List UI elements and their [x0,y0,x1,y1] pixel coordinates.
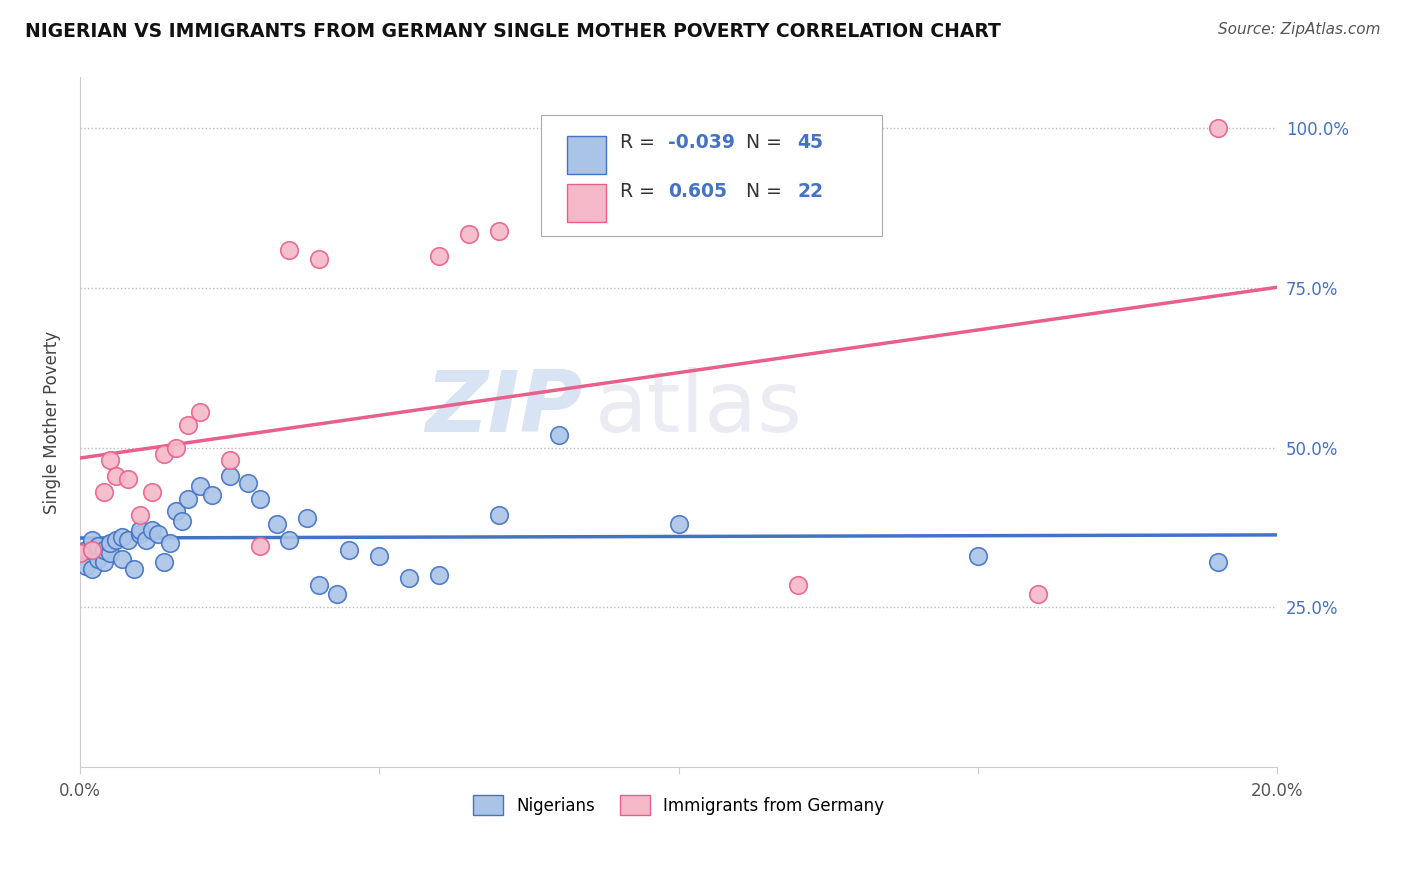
Point [488,223,510,237]
Point [69,546,91,560]
Point [87,540,110,554]
Text: 22: 22 [797,182,824,201]
Point [326,587,349,601]
Point [117,472,139,486]
Text: N =: N = [745,182,787,201]
Point [75,558,97,573]
Point [1026,587,1049,601]
Point [337,542,360,557]
Text: atlas: atlas [595,367,803,450]
Point [188,479,211,493]
Text: NIGERIAN VS IMMIGRANTS FROM GERMANY SINGLE MOTHER POVERTY CORRELATION CHART: NIGERIAN VS IMMIGRANTS FROM GERMANY SING… [25,22,1001,41]
Point [111,530,134,544]
Point [218,469,240,483]
Point [104,533,127,547]
Point [278,243,301,257]
Text: 45: 45 [797,134,824,153]
Point [80,542,103,557]
Y-axis label: Single Mother Poverty: Single Mother Poverty [44,330,60,514]
Point [967,549,990,563]
Point [176,418,198,433]
Text: -0.039: -0.039 [668,134,735,153]
Point [122,562,145,576]
Text: R =: R = [620,182,661,201]
Point [249,540,271,554]
Point [69,546,91,560]
Point [548,427,571,442]
Point [117,533,139,547]
Text: N =: N = [745,134,787,153]
Point [152,555,174,569]
Point [218,453,240,467]
Point [80,533,103,547]
Point [427,568,450,582]
Point [128,526,150,541]
Point [308,578,330,592]
Point [128,524,150,538]
Point [165,441,187,455]
Point [176,491,198,506]
Point [249,491,271,506]
Point [146,526,169,541]
Point [398,571,420,585]
Point [308,252,330,267]
Text: R =: R = [620,134,661,153]
Point [93,555,115,569]
Point [170,514,193,528]
Point [93,485,115,500]
Point [159,536,181,550]
FancyBboxPatch shape [541,115,883,236]
Point [368,549,391,563]
Point [297,510,319,524]
Legend: Nigerians, Immigrants from Germany: Nigerians, Immigrants from Germany [464,787,893,823]
Point [75,542,97,557]
Point [135,533,157,547]
FancyBboxPatch shape [567,185,606,222]
Point [80,562,103,576]
Point [98,536,121,550]
Point [98,546,121,560]
Point [236,475,259,490]
Point [188,405,211,419]
Point [98,453,121,467]
Point [87,552,110,566]
Point [104,469,127,483]
FancyBboxPatch shape [567,136,606,174]
Point [458,227,481,241]
Point [152,447,174,461]
Point [141,485,163,500]
Point [165,504,187,518]
Point [1206,121,1229,136]
Point [111,552,134,566]
Point [266,517,288,532]
Point [668,517,690,532]
Point [93,542,115,557]
Point [278,533,301,547]
Point [427,249,450,263]
Text: 0.605: 0.605 [668,182,727,201]
Point [787,578,810,592]
Point [488,508,510,522]
Point [201,488,224,502]
Point [141,524,163,538]
Text: Source: ZipAtlas.com: Source: ZipAtlas.com [1218,22,1381,37]
Point [1206,555,1229,569]
Text: ZIP: ZIP [425,367,583,450]
Point [128,508,150,522]
